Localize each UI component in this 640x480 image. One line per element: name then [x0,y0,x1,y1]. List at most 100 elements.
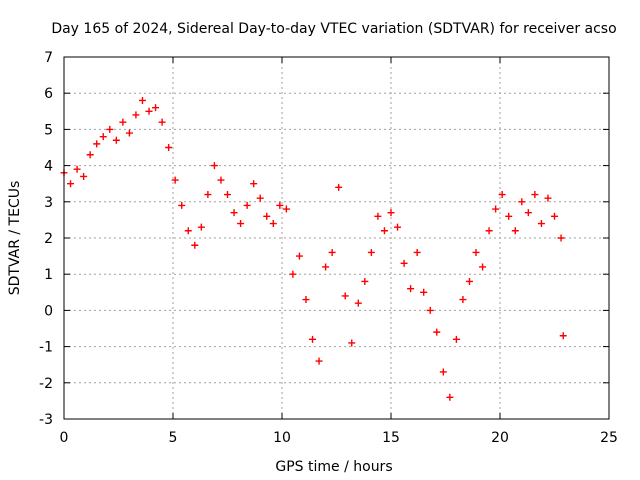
data-point [524,209,532,217]
data-point [394,223,402,231]
data-point [485,227,493,235]
data-point [380,227,388,235]
data-point [511,227,519,235]
data-point [132,111,140,119]
x-tick-label: 15 [382,430,400,446]
data-point [354,299,362,307]
y-tick-label: 6 [44,86,53,102]
x-tick-label: 10 [273,430,291,446]
data-point [178,201,186,209]
data-point [407,285,415,293]
data-point [125,129,133,137]
axis-ticks: 0 5 10 15 20 25 -3 -2 -1 0 1 2 3 4 5 6 7 [39,50,618,446]
y-tick-label: 3 [44,195,53,211]
data-point [250,180,258,188]
data-point [322,263,330,271]
data-point [204,191,212,199]
data-point [420,288,428,296]
data-point [472,248,480,256]
data-point [537,220,545,228]
data-point [184,227,192,235]
data-point [80,172,88,180]
data-point [256,194,264,202]
data-point [309,335,317,343]
y-tick-label: -2 [39,376,53,392]
data-point [197,223,205,231]
data-point [165,144,173,151]
x-tick-label: 25 [600,430,618,446]
data-points [60,96,567,401]
data-point [518,198,526,206]
data-point [465,277,473,285]
x-tick-label: 5 [169,430,178,446]
data-point [505,212,513,220]
data-point [361,277,369,285]
data-point [492,205,500,213]
data-point [551,212,558,220]
data-point [341,292,349,300]
data-point [348,339,356,347]
x-tick-label: 0 [60,430,69,446]
x-axis-label: GPS time / hours [275,459,392,475]
data-point [452,335,460,343]
data-point [191,241,199,249]
x-tick-label: 20 [491,430,509,446]
data-point [171,176,179,184]
y-tick-label: 0 [44,303,53,319]
data-point [210,162,218,170]
data-point [433,328,441,336]
data-point [145,107,153,115]
data-point [459,296,467,304]
data-point [413,248,421,256]
data-point [439,368,447,376]
data-point [557,234,565,242]
data-point [138,96,146,104]
data-point [224,191,231,199]
data-point [374,212,382,220]
data-point [243,201,251,209]
data-point [67,180,75,188]
data-point [315,357,323,365]
y-tick-label: 2 [44,231,53,247]
data-point [263,212,271,220]
y-tick-label: -3 [39,412,53,428]
data-point [400,259,408,267]
data-point [269,220,277,228]
data-point [531,191,539,199]
data-point [158,118,166,126]
y-tick-label: 5 [44,122,53,138]
data-point [73,165,81,173]
data-point [367,248,375,256]
y-tick-label: 4 [44,159,53,175]
data-point [289,270,297,278]
data-point [276,201,284,209]
data-point [237,220,245,228]
data-point [152,104,160,112]
chart-title: Day 165 of 2024, Sidereal Day-to-day VTE… [51,21,616,37]
data-point [479,263,487,271]
data-point [302,296,310,304]
data-point [328,248,336,256]
data-point [119,118,127,126]
y-tick-label: 1 [44,267,53,283]
data-point [335,183,343,191]
data-point [446,393,454,401]
data-point [106,125,114,133]
y-tick-label: -1 [39,340,53,356]
data-point [387,209,395,217]
data-point [93,140,101,148]
data-point [295,252,303,260]
data-point [230,209,238,217]
data-point [544,194,552,202]
data-point [426,306,434,314]
y-axis-label: SDTVAR / TECUs [7,181,23,296]
data-point [217,176,225,184]
data-point [559,332,567,340]
data-point [112,136,120,144]
data-point [86,151,94,159]
data-point [282,205,290,213]
y-tick-label: 7 [44,50,53,66]
data-point [498,191,506,199]
data-point [99,133,107,141]
